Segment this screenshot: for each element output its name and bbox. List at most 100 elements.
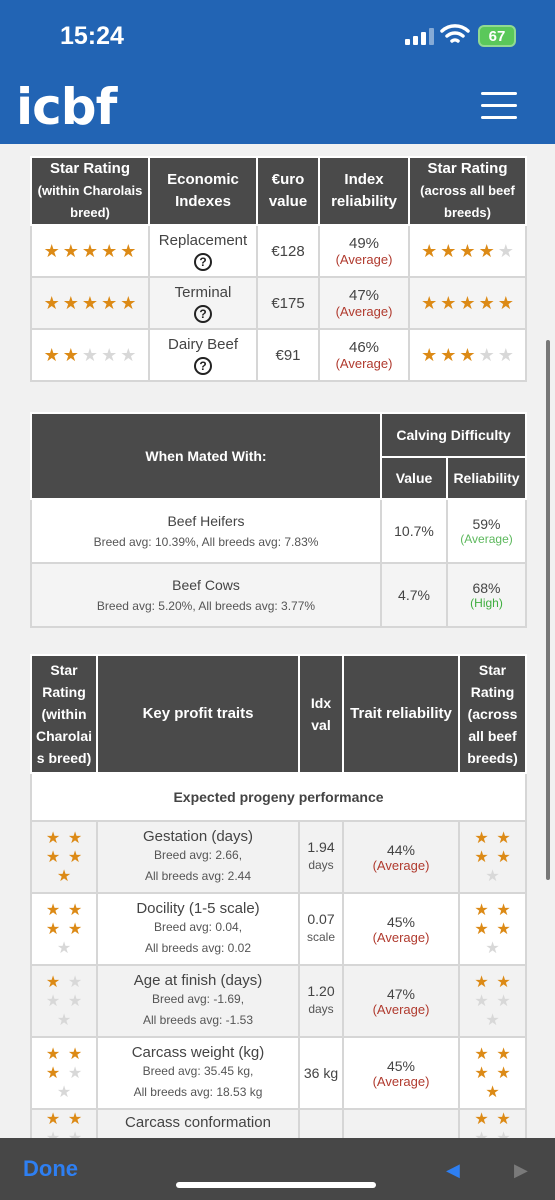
star-icon: ★ xyxy=(496,901,511,919)
idx-value: 1.94 xyxy=(307,838,335,855)
header-trait-reliability: Trait reliability xyxy=(342,654,460,774)
header-calving-difficulty: Calving Difficulty xyxy=(379,412,528,458)
star-icon: ★ xyxy=(43,241,60,261)
mated-group-name: Beef Heifers xyxy=(167,513,245,529)
euro-value: €91 xyxy=(256,328,320,382)
star-icon: ★ xyxy=(43,293,60,313)
star-icon: ★ xyxy=(421,293,438,313)
trait-name: Carcass weight (kg) xyxy=(131,1043,265,1061)
battery-level: 67 xyxy=(488,27,506,45)
reliability-value: 49% xyxy=(348,235,380,252)
trait-all-breeds-avg: All breeds avg: -1.53 xyxy=(142,1012,254,1027)
star-icon: ★ xyxy=(67,901,83,919)
table-row: ★ ★ ★ ★ ★ Docility (1-5 scale) Breed avg: 0.0… xyxy=(30,892,527,966)
header-idx-val: Idx val xyxy=(298,654,344,774)
profit-traits-panel: Star Rating (within Charolai s breed) Ke… xyxy=(30,654,527,1138)
done-button[interactable]: Done xyxy=(23,1156,78,1181)
star-icon: ★ xyxy=(62,345,79,365)
menu-icon[interactable] xyxy=(481,92,517,120)
help-icon[interactable]: ? xyxy=(194,356,212,375)
previous-arrow-icon[interactable]: ◀ xyxy=(446,1160,460,1180)
table-row: ★★★★★ Carcass conformation ★★★★★ xyxy=(30,1108,527,1138)
signal-icon xyxy=(405,27,434,45)
trait-reliability-level: (Average) xyxy=(372,929,430,945)
star-icon: ★ xyxy=(474,1111,489,1128)
star-icon: ★ xyxy=(67,1111,83,1128)
star-rating: ★★★★★ xyxy=(410,242,525,260)
reliability-value: 47% xyxy=(348,287,380,304)
trait-name: Carcass conformation xyxy=(125,1114,271,1131)
star-icon: ★ xyxy=(67,848,83,866)
trait-name: Gestation (days) xyxy=(142,827,254,845)
star-icon: ★ xyxy=(474,1064,489,1082)
star-icon: ★ xyxy=(496,973,511,991)
star-icon: ★ xyxy=(45,992,61,1010)
star-rating: ★★★★★ xyxy=(460,973,525,1030)
star-icon: ★ xyxy=(478,241,495,261)
table-row: ★ ★ ★ ★ ★ Carcass weight (kg) Breed avg: 35.4… xyxy=(30,1036,527,1110)
star-icon: ★ xyxy=(120,241,137,261)
economic-index-table: Star Rating (within Charolais breed) Eco… xyxy=(30,156,527,382)
star-rating: ★★★★★ xyxy=(32,829,96,886)
star-icon: ★ xyxy=(45,920,61,938)
table-row: ★ ★ ★ ★ ★ Terminal? €175 47% (Average) ★ ★ ★ ★ ★ xyxy=(30,276,527,330)
star-icon: ★ xyxy=(459,345,476,365)
star-icon: ★ xyxy=(45,1111,61,1128)
star-icon: ★ xyxy=(440,345,457,365)
table-row: Beef Cows Breed avg: 5.20%, All breeds av… xyxy=(30,562,528,628)
header-star-within-sub: (within Charolais breed) xyxy=(37,183,143,220)
star-icon: ★ xyxy=(56,1011,72,1029)
trait-reliability-level: (Average) xyxy=(372,1001,430,1017)
icbf-logo[interactable]: icbf xyxy=(16,78,117,136)
help-icon[interactable]: ? xyxy=(194,304,212,323)
table-row: ★ ★ ★ ★ ★ Gestation (days) Breed avg: 2.66, Al… xyxy=(30,820,527,894)
star-icon: ★ xyxy=(474,973,489,991)
trait-reliability: 45% xyxy=(386,1057,416,1074)
star-icon: ★ xyxy=(496,1064,511,1082)
calving-difficulty-panel: When Mated With: Calving Difficulty Valu… xyxy=(30,412,528,628)
trait-reliability-level: (Average) xyxy=(372,1073,430,1089)
star-icon: ★ xyxy=(485,939,500,957)
clock: 15:24 xyxy=(60,22,124,50)
mated-group-name: Beef Cows xyxy=(172,577,240,593)
trait-reliability: 45% xyxy=(386,913,416,930)
header-key-profit-traits: Key profit traits xyxy=(96,654,300,774)
star-icon: ★ xyxy=(45,1045,61,1063)
star-icon: ★ xyxy=(474,901,489,919)
star-icon: ★ xyxy=(497,345,514,365)
next-arrow-icon[interactable]: ▶ xyxy=(514,1160,528,1180)
star-icon: ★ xyxy=(45,901,61,919)
section-title: Expected progeny performance xyxy=(30,772,527,822)
star-rating: ★★★★★ xyxy=(32,1045,96,1102)
page-content: Star Rating (within Charolais breed) Eco… xyxy=(0,144,555,1138)
trait-all-breeds-avg: All breeds avg: 18.53 kg xyxy=(133,1084,263,1099)
trait-reliability-level: (Average) xyxy=(372,857,430,873)
scrollbar[interactable] xyxy=(546,340,550,880)
wifi-icon xyxy=(440,24,470,43)
star-icon: ★ xyxy=(474,992,489,1010)
header-star-within-title: Star Rating xyxy=(49,160,130,177)
idx-unit: scale xyxy=(306,929,335,944)
star-icon: ★ xyxy=(101,241,118,261)
star-icon: ★ xyxy=(485,867,500,885)
trait-breed-avg: Breed avg: -1.69, xyxy=(151,991,245,1006)
euro-value: €128 xyxy=(256,224,320,278)
star-icon: ★ xyxy=(471,1129,493,1138)
trait-breed-avg: Breed avg: 0.04, xyxy=(153,919,243,934)
header-mated-with: When Mated With: xyxy=(30,412,382,500)
star-rating: ★★★★★ xyxy=(460,829,525,886)
star-icon: ★ xyxy=(440,293,457,313)
star-rating: ★★★★★ xyxy=(410,294,525,312)
star-rating: ★★★★★ xyxy=(32,973,96,1030)
star-icon: ★ xyxy=(421,345,438,365)
star-rating: ★★★★★ xyxy=(410,346,525,364)
star-icon: ★ xyxy=(67,920,83,938)
star-icon: ★ xyxy=(478,293,495,313)
header-star-within: Star Rating (within Charolais breed) xyxy=(30,156,150,226)
star-rating: ★★★★★ xyxy=(32,346,148,364)
index-name: Replacement xyxy=(158,231,248,249)
trait-reliability: 47% xyxy=(386,985,416,1002)
idx-unit: days xyxy=(308,1001,334,1016)
table-row: ★ ★ ★ ★ ★ Dairy Beef? €91 46% (Average) ★ ★ ★ ★ ★ xyxy=(30,328,527,382)
help-icon[interactable]: ? xyxy=(194,252,212,271)
